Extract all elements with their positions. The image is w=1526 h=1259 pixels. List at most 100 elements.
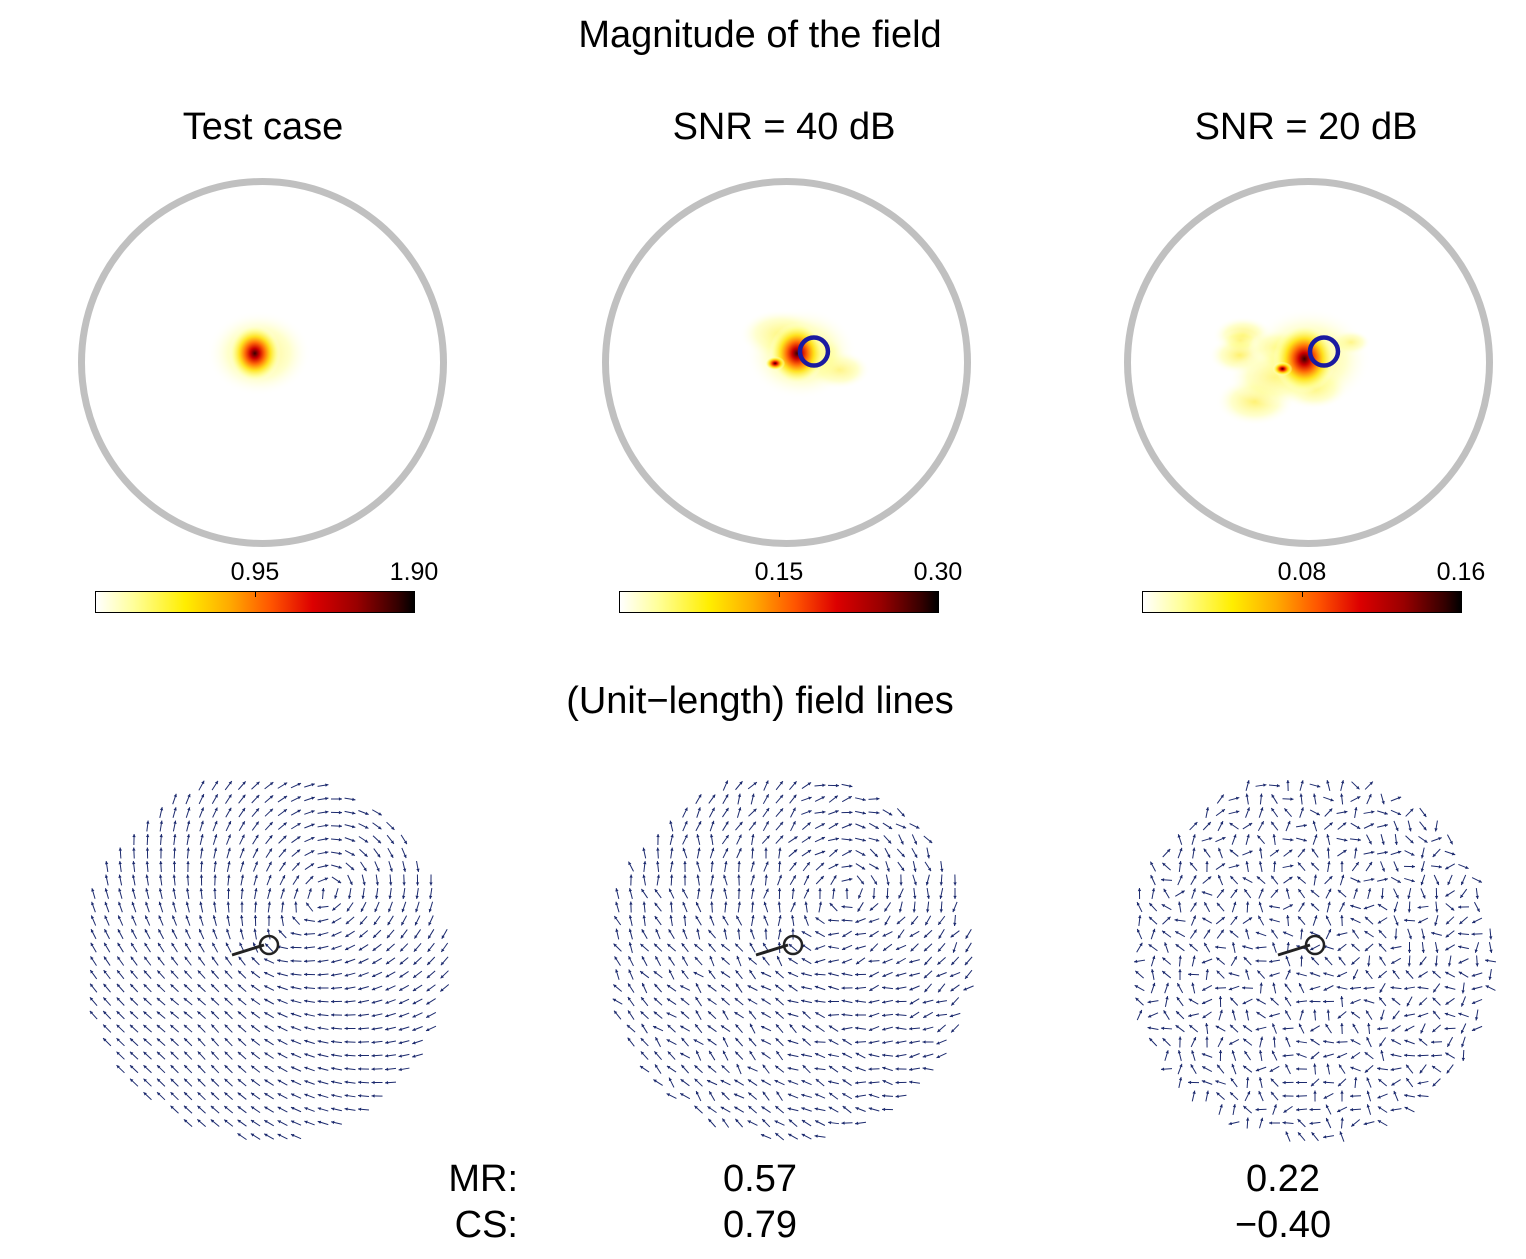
field-arrowhead xyxy=(170,1092,174,1096)
field-arrowhead xyxy=(814,1107,818,1111)
field-arrowhead xyxy=(882,1013,886,1017)
field-arrowhead xyxy=(627,996,631,1001)
field-arrowhead xyxy=(1340,861,1344,865)
field-arrowhead xyxy=(751,834,755,838)
field-arrowhead xyxy=(777,888,782,892)
field-arrowhead xyxy=(311,823,315,827)
field-arrowhead xyxy=(1327,861,1331,865)
field-arrowhead xyxy=(90,983,94,988)
field-arrowhead xyxy=(642,915,646,919)
field-arrowhead xyxy=(1161,1067,1165,1071)
field-arrowhead xyxy=(1378,1078,1382,1083)
field-arrowhead xyxy=(775,1065,779,1069)
field-arrowhead xyxy=(1258,847,1263,851)
field-arrowhead xyxy=(804,901,808,905)
field-arrowhead xyxy=(787,971,792,976)
field-arrowhead xyxy=(1445,934,1450,938)
field-arrowhead xyxy=(331,973,335,977)
field-arrowhead xyxy=(801,1133,806,1137)
field-arrowhead xyxy=(628,983,632,987)
field-arrowhead xyxy=(1230,1092,1234,1096)
field-arrowhead xyxy=(1297,876,1301,880)
field-arrowhead xyxy=(267,915,271,919)
field-arrowhead xyxy=(707,998,711,1002)
field-arrowhead xyxy=(828,1039,833,1043)
field-arrowhead xyxy=(641,929,645,933)
field-arrowhead xyxy=(882,986,886,990)
field-arrowhead xyxy=(698,821,702,825)
field-arrowhead xyxy=(787,1080,792,1084)
field-arrowhead xyxy=(362,881,366,886)
field-arrowhead xyxy=(710,861,714,865)
field-arrowhead xyxy=(331,959,335,964)
field-arrowhead xyxy=(641,997,645,1001)
field-arrowhead xyxy=(1406,1078,1410,1082)
field-arrowhead xyxy=(842,1093,846,1097)
field-arrowhead xyxy=(1242,877,1247,881)
field-arrowhead xyxy=(331,1093,335,1098)
field-arrowhead xyxy=(399,974,403,978)
field-arrowhead xyxy=(804,915,808,919)
field-arrowhead xyxy=(159,847,163,851)
field-arrowhead xyxy=(761,1079,765,1083)
field-arrowhead xyxy=(1337,1015,1342,1019)
field-arrowhead xyxy=(1393,908,1397,913)
field-arrowhead xyxy=(426,1027,430,1032)
field-arrowhead xyxy=(655,1037,659,1041)
field-arrowhead xyxy=(913,868,917,872)
field-arrowhead xyxy=(1390,986,1394,990)
field-arrowhead xyxy=(1285,1131,1289,1135)
field-arrowhead xyxy=(1269,904,1273,909)
field-arrowhead xyxy=(1179,1063,1183,1068)
field-arrowhead xyxy=(1178,1077,1183,1081)
field-arrowhead xyxy=(1384,823,1388,828)
field-arrowhead xyxy=(1328,808,1333,812)
field-arrowhead xyxy=(1366,1104,1370,1108)
field-arrowhead xyxy=(696,928,700,932)
field-arrowhead xyxy=(388,895,392,899)
field-arrowhead xyxy=(841,1121,845,1125)
field-arrowhead xyxy=(1420,881,1424,886)
field-arrowhead xyxy=(1475,963,1479,967)
field-arrowhead xyxy=(290,1120,295,1124)
field-arrowhead xyxy=(737,861,741,865)
field-arrowhead xyxy=(210,997,215,1002)
field-arrowhead xyxy=(669,901,673,905)
field-arrowhead xyxy=(157,956,161,961)
field-arrowhead xyxy=(749,969,753,974)
field-arrowhead xyxy=(695,1024,699,1028)
field-arrowhead xyxy=(170,997,174,1002)
field-arrowhead xyxy=(896,920,901,925)
field-arrowhead xyxy=(833,875,837,879)
field-arrowhead xyxy=(1337,974,1341,978)
field-arrowhead xyxy=(264,985,268,989)
field-arrowhead xyxy=(251,1025,255,1029)
field-arrowhead xyxy=(1201,891,1206,895)
field-arrowhead xyxy=(909,959,913,964)
field-arrowhead xyxy=(311,796,315,800)
field-arrowhead xyxy=(1310,1082,1315,1087)
field-arrowhead xyxy=(290,999,295,1003)
field-arrowhead xyxy=(1378,974,1382,978)
field-arrowhead xyxy=(428,908,432,913)
field-arrowhead xyxy=(868,1014,873,1018)
field-arrowhead xyxy=(1489,936,1493,940)
field-arrowhead xyxy=(614,956,618,960)
field-arrowhead xyxy=(694,1078,698,1083)
field-arrowhead xyxy=(899,882,903,886)
field-arrowhead xyxy=(834,795,838,799)
field-arrowhead xyxy=(654,983,658,988)
field-arrowhead xyxy=(1234,889,1238,893)
field-arrowhead xyxy=(807,836,812,840)
field-arrowhead xyxy=(788,1119,793,1123)
field-arrowhead xyxy=(1445,866,1449,870)
field-arrowhead xyxy=(1325,1117,1330,1122)
field-arrowhead xyxy=(1282,1121,1286,1125)
field-arrowhead xyxy=(841,960,846,964)
field-arrowhead xyxy=(1216,957,1220,961)
field-arrowhead xyxy=(428,922,432,926)
field-arrowhead xyxy=(734,998,739,1002)
field-arrowhead xyxy=(1245,1009,1249,1013)
field-arrowhead xyxy=(938,921,942,925)
field-arrowhead xyxy=(775,970,779,975)
